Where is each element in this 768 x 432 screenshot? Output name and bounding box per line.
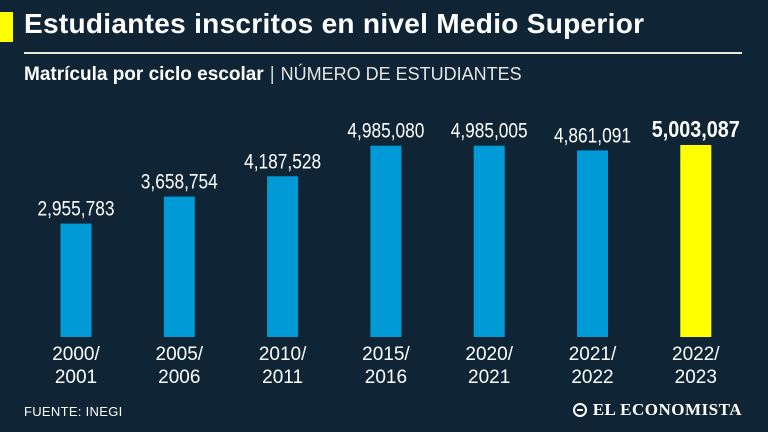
value-label-5: 4,861,091 (554, 124, 631, 147)
bar-2 (267, 176, 299, 337)
category-label-2: 2010/2011 (259, 344, 307, 388)
chart-title: Estudiantes inscritos en nivel Medio Sup… (24, 8, 645, 39)
logo-text: EL ECONOMISTA (592, 400, 742, 419)
category-label-6: 2022/2023 (672, 344, 720, 388)
bar-6 (680, 145, 712, 337)
category-label-0: 2000/2001 (52, 344, 100, 388)
title-divider (24, 52, 742, 54)
source-note: FUENTE: INEGI (24, 404, 123, 419)
category-label-4: 2020/2021 (465, 344, 513, 388)
bar-4 (473, 145, 505, 337)
publisher-logo: EL ECONOMISTA (572, 400, 742, 420)
category-label-5: 2021/2022 (569, 344, 617, 388)
value-label-2: 4,187,528 (244, 150, 321, 173)
value-label-1: 3,658,754 (141, 171, 218, 194)
subtitle-separator: | (269, 64, 275, 85)
bar-0 (60, 223, 92, 337)
category-label-1: 2005/2006 (156, 344, 204, 388)
category-label-3: 2015/2016 (362, 344, 410, 388)
title-accent-bar (0, 12, 13, 42)
subtitle-unit: NÚMERO DE ESTUDIANTES (280, 64, 522, 84)
bar-1 (163, 196, 195, 337)
logo-icon (572, 403, 587, 417)
subtitle-bold: Matrícula por ciclo escolar (24, 64, 264, 85)
chart-subtitle: Matrícula por ciclo escolar | NÚMERO DE ES… (24, 64, 522, 86)
bar-3 (370, 145, 402, 337)
value-label-0: 2,955,783 (38, 198, 115, 221)
value-label-3: 4,985,080 (347, 120, 424, 143)
value-label-6: 5,003,087 (652, 116, 740, 142)
bar-5 (577, 150, 608, 337)
value-label-4: 4,985,005 (451, 120, 528, 143)
